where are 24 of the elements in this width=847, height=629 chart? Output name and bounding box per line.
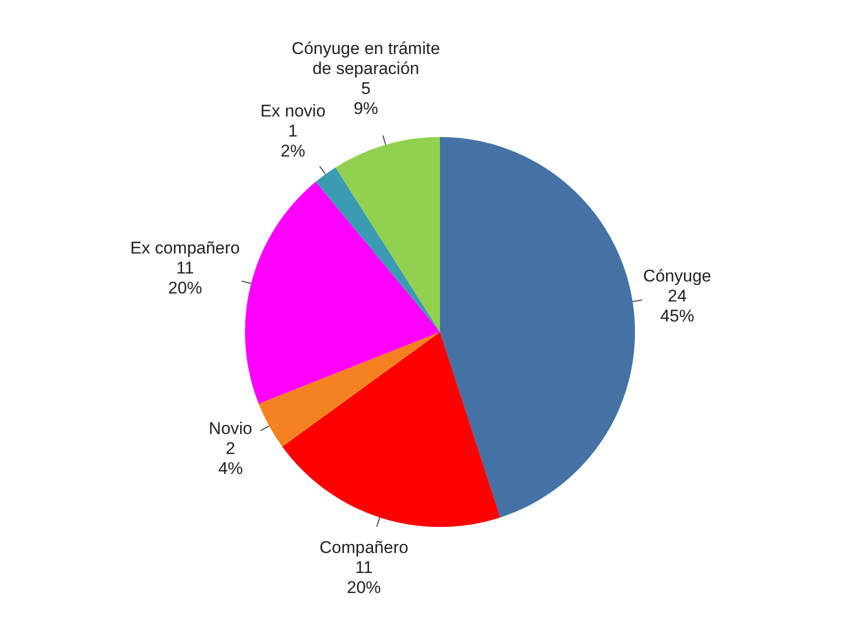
slice-label: Ex compañero — [130, 238, 240, 258]
slice-label: Ex novio — [260, 102, 326, 121]
text: 24 — [668, 286, 687, 306]
pie-slice — [282, 332, 500, 527]
slice-label: Novio — [208, 419, 252, 438]
pie-slice — [316, 167, 440, 332]
text: 1 — [288, 122, 298, 141]
data-label: 9% — [354, 98, 378, 118]
slice-label: Cónyuge — [643, 266, 712, 286]
pie-slice — [440, 137, 635, 518]
data-label: 20% — [346, 578, 381, 598]
data-label: 2% — [280, 142, 306, 161]
pie-slice — [336, 137, 440, 332]
data-label: 45% — [660, 306, 694, 326]
text: 2 — [226, 439, 236, 458]
text: 11 — [355, 558, 373, 578]
data-label: 4% — [218, 459, 243, 478]
slice-label: Compañero — [319, 538, 408, 558]
slice-label: Cónyuge en trámite de separación — [292, 38, 440, 78]
text: 11 — [176, 258, 194, 278]
text: 5 — [361, 78, 371, 98]
data-label: 20% — [168, 278, 202, 298]
pie-slice — [258, 332, 440, 447]
pie-slice — [245, 182, 440, 404]
